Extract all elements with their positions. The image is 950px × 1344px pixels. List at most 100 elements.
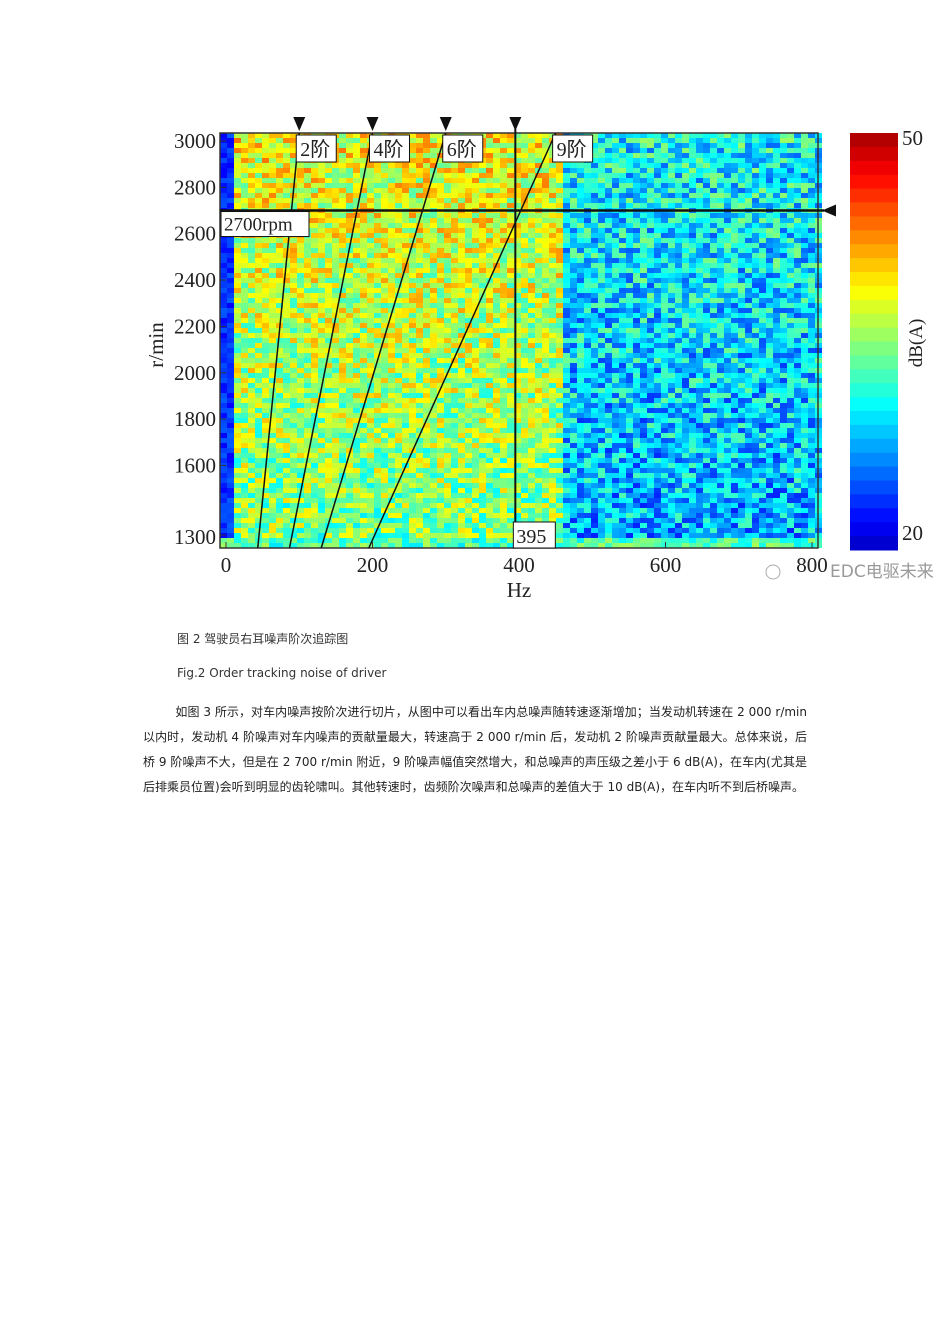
- heat-cell: [563, 193, 570, 198]
- heat-cell: [318, 243, 325, 248]
- heat-cell: [612, 318, 619, 323]
- heat-cell: [724, 298, 731, 303]
- heat-cell: [745, 253, 752, 258]
- heat-cell: [556, 263, 563, 268]
- heat-cell: [248, 253, 255, 258]
- heat-cell: [794, 163, 801, 168]
- heat-cell: [241, 238, 248, 243]
- heat-cell: [283, 278, 290, 283]
- heat-cell: [437, 368, 444, 373]
- heat-cell: [339, 273, 346, 278]
- heat-cell: [409, 178, 416, 183]
- heat-cell: [269, 313, 276, 318]
- heat-cell: [353, 143, 360, 148]
- heat-cell: [395, 213, 402, 218]
- heat-cell: [304, 193, 311, 198]
- heat-cell: [395, 373, 402, 378]
- heat-cell: [528, 343, 535, 348]
- heat-cell: [353, 203, 360, 208]
- heat-cell: [409, 233, 416, 238]
- heat-cell: [276, 348, 283, 353]
- heat-cell: [605, 158, 612, 163]
- heat-cell: [780, 313, 787, 318]
- heat-cell: [738, 298, 745, 303]
- heat-cell: [661, 353, 668, 358]
- heat-cell: [451, 363, 458, 368]
- heat-cell: [353, 273, 360, 278]
- heat-cell: [696, 268, 703, 273]
- heat-cell: [416, 413, 423, 418]
- heat-cell: [458, 213, 465, 218]
- heat-cell: [451, 378, 458, 383]
- heat-cell: [486, 223, 493, 228]
- heat-cell: [703, 338, 710, 343]
- heat-cell: [808, 288, 815, 293]
- heat-cell: [220, 413, 227, 418]
- heat-cell: [283, 408, 290, 413]
- heat-cell: [766, 398, 773, 403]
- heat-cell: [584, 328, 591, 333]
- heat-cell: [486, 413, 493, 418]
- heat-cell: [556, 183, 563, 188]
- heat-cell: [808, 233, 815, 238]
- heat-cell: [703, 188, 710, 193]
- heat-cell: [780, 388, 787, 393]
- heat-cell: [773, 138, 780, 143]
- heat-cell: [724, 328, 731, 333]
- heat-cell: [801, 198, 808, 203]
- heat-cell: [444, 173, 451, 178]
- heat-cell: [710, 148, 717, 153]
- heat-cell: [416, 398, 423, 403]
- heat-cell: [549, 288, 556, 293]
- heat-cell: [514, 293, 521, 298]
- heat-cell: [542, 283, 549, 288]
- heat-cell: [367, 333, 374, 338]
- heat-cell: [220, 193, 227, 198]
- heat-cell: [451, 333, 458, 338]
- heat-cell: [255, 288, 262, 293]
- heat-cell: [486, 348, 493, 353]
- heat-cell: [318, 278, 325, 283]
- heat-cell: [318, 253, 325, 258]
- heat-cell: [507, 418, 514, 423]
- heat-cell: [486, 198, 493, 203]
- heat-cell: [451, 178, 458, 183]
- heat-cell: [423, 413, 430, 418]
- heat-cell: [255, 373, 262, 378]
- heat-cell: [752, 398, 759, 403]
- heat-cell: [311, 268, 318, 273]
- heat-cell: [549, 193, 556, 198]
- heat-cell: [745, 338, 752, 343]
- heat-cell: [563, 203, 570, 208]
- heat-cell: [703, 203, 710, 208]
- heat-cell: [465, 283, 472, 288]
- heat-cell: [423, 313, 430, 318]
- heat-cell: [234, 413, 241, 418]
- heat-cell: [731, 153, 738, 158]
- heat-cell: [255, 388, 262, 393]
- heat-cell: [598, 158, 605, 163]
- heat-cell: [304, 188, 311, 193]
- heat-cell: [374, 383, 381, 388]
- heat-cell: [759, 163, 766, 168]
- heat-cell: [486, 408, 493, 413]
- heat-cell: [360, 408, 367, 413]
- heat-cell: [710, 383, 717, 388]
- heat-cell: [395, 218, 402, 223]
- heat-cell: [717, 218, 724, 223]
- heat-cell: [472, 413, 479, 418]
- heat-cell: [311, 308, 318, 313]
- heat-cell: [269, 353, 276, 358]
- heat-cell: [752, 248, 759, 253]
- heat-cell: [549, 408, 556, 413]
- heat-cell: [528, 318, 535, 323]
- heat-cell: [556, 413, 563, 418]
- heat-cell: [528, 313, 535, 318]
- heat-cell: [584, 393, 591, 398]
- heat-cell: [787, 278, 794, 283]
- heat-cell: [654, 348, 661, 353]
- heat-cell: [703, 278, 710, 283]
- heat-cell: [262, 368, 269, 373]
- heat-cell: [612, 248, 619, 253]
- heat-cell: [220, 408, 227, 413]
